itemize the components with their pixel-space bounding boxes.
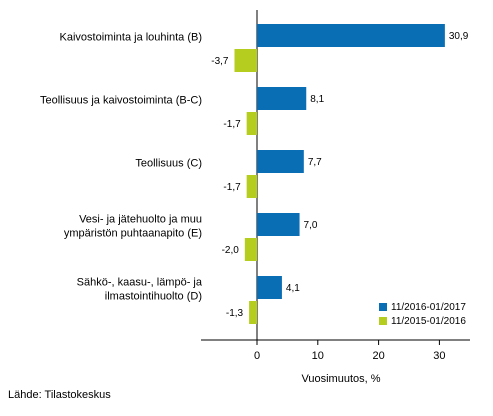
- data-label: -1,7: [223, 182, 241, 193]
- bar-2016-2017: [257, 87, 307, 110]
- bar-2015-2016: [244, 238, 257, 261]
- category-label: Kaivostoiminta ja louhinta (B): [60, 32, 202, 44]
- legend: 11/2016-01/2017 11/2015-01/2016: [379, 302, 466, 327]
- x-axis-title: Vuosimuutos, %: [301, 373, 380, 385]
- bar-2015-2016: [246, 175, 257, 198]
- legend-swatch: [379, 317, 387, 325]
- data-label: -1,7: [223, 119, 241, 130]
- category-label: ympäristön puhtaanapito (E): [64, 228, 202, 240]
- category-label: Teollisuus ja kaivostoiminta (B-C): [40, 95, 202, 107]
- legend-label: 11/2016-01/2017: [391, 302, 466, 313]
- legend-swatch: [379, 303, 387, 311]
- data-label: 4,1: [286, 283, 300, 294]
- category-label: ilmastointihuolto (D): [105, 291, 202, 303]
- category-label: Sähkö-, kaasu-, lämpö- ja: [77, 277, 203, 289]
- x-tick-label: 20: [372, 350, 384, 362]
- data-label: 30,9: [449, 31, 469, 42]
- bar-2015-2016: [249, 301, 257, 324]
- source-note: Lähde: Tilastokeskus: [8, 389, 111, 401]
- bar-2016-2017: [257, 150, 304, 173]
- bar-2015-2016: [234, 49, 257, 72]
- legend-label: 11/2015-01/2016: [391, 316, 466, 327]
- data-label: -2,0: [222, 245, 240, 256]
- x-tick-label: 0: [254, 350, 260, 362]
- data-label: -1,3: [226, 308, 244, 319]
- data-label: 8,1: [310, 94, 324, 105]
- bar-2016-2017: [257, 276, 282, 299]
- bar-2016-2017: [257, 213, 300, 236]
- category-label: Teollisuus (C): [135, 158, 202, 170]
- x-tick-label: 10: [312, 350, 324, 362]
- bar-2015-2016: [246, 112, 257, 135]
- bar-2016-2017: [257, 24, 445, 47]
- data-label: 7,0: [304, 220, 318, 231]
- data-label: -3,7: [211, 56, 229, 67]
- x-tick-label: 30: [433, 350, 445, 362]
- data-label: 7,7: [308, 157, 322, 168]
- category-label: Vesi- ja jätehuolto ja muu: [79, 214, 202, 226]
